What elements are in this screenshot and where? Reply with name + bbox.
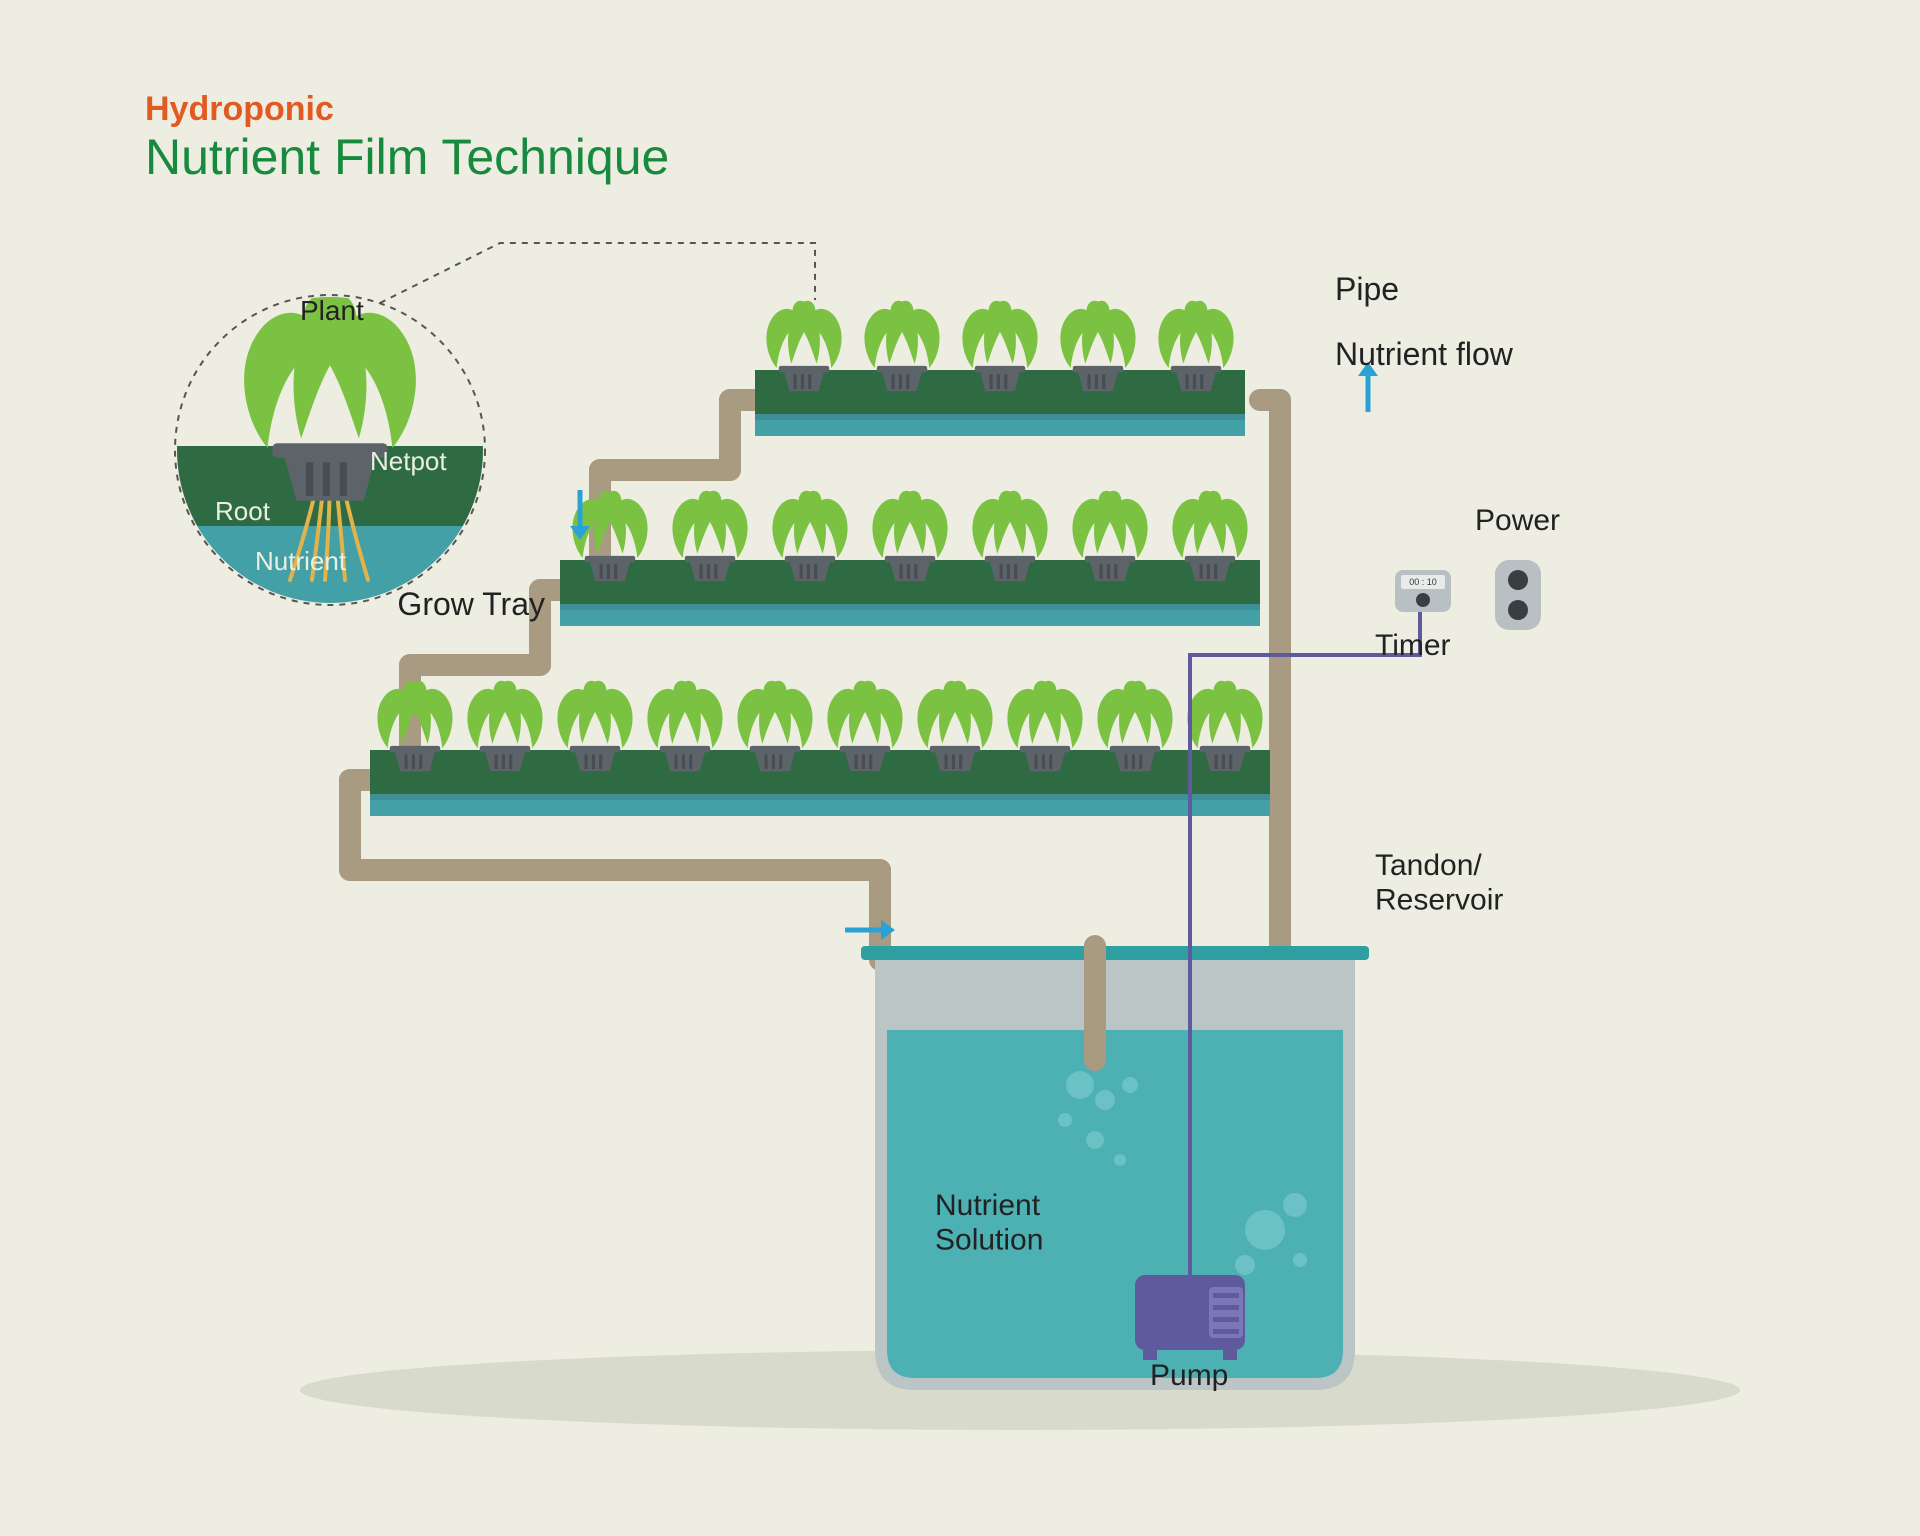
- detail-leader: [380, 243, 815, 303]
- timer-device: 00 : 10: [1395, 570, 1451, 612]
- svg-text:00 : 10: 00 : 10: [1409, 577, 1437, 587]
- grow-trays: [370, 301, 1270, 816]
- label-netpot: Netpot: [370, 446, 447, 476]
- label-nutrientFlow: Nutrient flow: [1335, 336, 1514, 372]
- label-pipe: Pipe: [1335, 271, 1399, 307]
- label-root: Root: [215, 496, 271, 526]
- flow-arrows: [570, 362, 1378, 940]
- label-power: Power: [1475, 504, 1560, 537]
- heading-main: Nutrient Film Technique: [145, 128, 669, 186]
- reservoir: [861, 946, 1369, 1390]
- heading-sub: Hydroponic: [145, 90, 334, 129]
- power-outlet: [1495, 560, 1541, 630]
- label-tandon: Reservoir: [1375, 884, 1503, 917]
- label-tandon: Tandon/: [1375, 849, 1482, 882]
- label-plant: Plant: [300, 295, 364, 326]
- label-nutrientSol: Nutrient: [935, 1189, 1041, 1222]
- label-nutrient: Nutrient: [255, 546, 347, 576]
- label-pump: Pump: [1150, 1359, 1228, 1392]
- label-growTray: Grow Tray: [397, 586, 545, 622]
- diagram-canvas: 00 : 10 Pipe Nutrient flow Grow Tray Power T…: [0, 0, 1920, 1536]
- label-timer: Timer: [1375, 629, 1451, 662]
- label-nutrientSol: Solution: [935, 1224, 1043, 1257]
